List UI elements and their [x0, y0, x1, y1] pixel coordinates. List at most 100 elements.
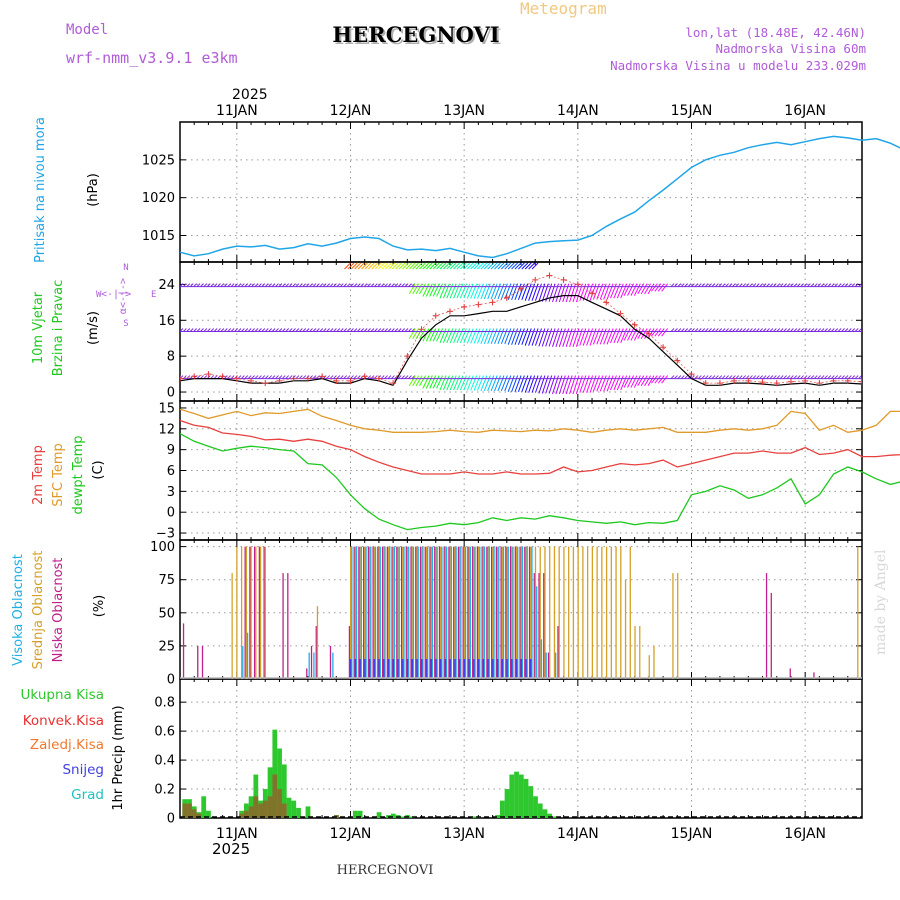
wind-barb-strong	[466, 328, 474, 344]
sfc-title: SFC Temp	[51, 443, 66, 507]
wind-barb-top	[521, 262, 529, 270]
wind-barb-strong	[599, 328, 607, 345]
wind-barb-strong	[483, 328, 491, 345]
wind-barb-top	[357, 262, 365, 270]
date-label-bottom: 15JAN	[671, 826, 713, 842]
wind-unit: (m/s)	[86, 311, 101, 345]
wind-barb-strong	[610, 375, 617, 391]
wind-barb-strong	[627, 375, 634, 388]
legend-freezing: Zaledj.Kisa	[30, 737, 104, 753]
wind-barb-strong	[521, 375, 529, 392]
date-label-bottom: 14JAN	[557, 826, 599, 842]
wind-barb-top	[531, 262, 539, 270]
precip-convective-bar	[191, 809, 197, 818]
wind-gust-marker	[503, 294, 510, 301]
precip-bar	[528, 786, 534, 818]
wind-barb-strong	[654, 283, 662, 292]
wind-barb-strong	[616, 328, 624, 344]
wind-barb-strong	[419, 375, 426, 387]
y-tick-label: 1015	[142, 229, 175, 244]
precip-bar	[518, 774, 524, 818]
wind-barb-top	[368, 262, 375, 270]
wind-gust-marker	[560, 276, 567, 283]
wind-barb-strong	[613, 375, 621, 391]
wind-barb-strong	[640, 283, 648, 295]
precip-bar	[537, 803, 543, 818]
wind-barb-top	[429, 262, 437, 270]
precip-bar	[504, 789, 510, 818]
wind-barb-strong	[463, 328, 471, 344]
wind-barb-strong	[657, 328, 665, 337]
wind-barb-strong	[470, 283, 478, 299]
wind-barb-strong	[661, 283, 669, 292]
wind-barb-top	[470, 262, 478, 270]
y-tick-label: 3	[167, 485, 175, 500]
y-tick-label: 100	[150, 540, 175, 555]
wind-barb-top	[398, 262, 406, 270]
wind-barb-strong	[453, 375, 461, 391]
wind-barb-strong	[446, 283, 454, 299]
wind-barb-strong	[507, 375, 515, 392]
wind-barb-strong	[620, 328, 628, 344]
wind-barb-strong	[657, 283, 665, 292]
footer-station: HERCEGNOVI	[337, 863, 434, 878]
wind-barb-strong	[487, 328, 495, 345]
wind-barb-strong	[592, 375, 600, 392]
precip-bar	[296, 807, 301, 818]
wind-barb-strong	[654, 375, 662, 384]
model-name: wrf-nmm_v3.9.1 e3km	[66, 49, 238, 67]
wind-barb-top	[412, 262, 420, 270]
precip-bar	[552, 816, 557, 818]
wind-barb-strong	[429, 283, 437, 297]
wind-barb-strong	[466, 283, 474, 299]
date-label-bottom: 12JAN	[330, 826, 372, 842]
wind-barb-top	[456, 262, 464, 270]
wind-barb-strong	[606, 375, 614, 392]
wind-legend-w: W	[96, 290, 102, 300]
wind-barb-strong	[436, 375, 444, 389]
wind-barb-strong	[644, 283, 652, 295]
wind-barb-strong	[442, 283, 450, 299]
precip-convective-bar	[258, 803, 263, 818]
wind-barb-strong	[651, 375, 658, 384]
model-altitude-label: Nadmorska Visina u modelu 233.029m	[610, 58, 866, 73]
wind-barb-top	[361, 262, 368, 270]
wind-barb-strong	[439, 375, 447, 391]
wind-barb-strong	[429, 375, 437, 389]
precip-bar	[523, 778, 529, 818]
wind-barb-strong	[603, 375, 611, 392]
precip-bar	[533, 796, 538, 818]
wind-barb-top	[347, 262, 355, 270]
dewpt-title: dewpt Temp	[71, 435, 86, 514]
wind-barb-top	[511, 262, 518, 270]
date-label-top: 15JAN	[671, 103, 713, 119]
wind-barb-strong	[613, 283, 621, 299]
wind-barb-strong	[408, 375, 416, 387]
wind-barb-strong	[429, 328, 437, 342]
wind-barb-top	[371, 262, 379, 270]
wind-barb-strong	[487, 283, 495, 300]
wind-barb-strong	[511, 283, 519, 301]
wind-barb-strong	[610, 283, 617, 299]
wind-barb-top	[350, 262, 358, 270]
cloud-mid-title: Srednja Oblacnost	[31, 551, 46, 670]
y-tick-label: 16	[158, 314, 175, 329]
wind-barb-strong	[644, 375, 652, 387]
wind-barb-top	[487, 262, 495, 270]
wind-direction-legend: α<-|-> W <-|-> E N S	[96, 263, 156, 329]
wind-barb-strong	[627, 283, 634, 296]
page-title: HERCEGNOVI	[332, 22, 499, 47]
precip-bar	[206, 810, 211, 818]
wind-barb-strong	[453, 328, 461, 344]
wind-barb-strong	[439, 283, 447, 299]
wind-barb-strong	[442, 328, 450, 344]
wind-barb-strong	[640, 375, 648, 387]
wind-barb-strong	[477, 328, 484, 344]
wind-gust-marker	[603, 299, 610, 306]
wind-barb-top	[378, 262, 385, 270]
meteogram-label: Meteogram	[520, 0, 607, 18]
wind-barb-strong	[633, 328, 641, 341]
date-label-top: 12JAN	[330, 103, 372, 119]
wind-barb-strong	[425, 283, 433, 297]
